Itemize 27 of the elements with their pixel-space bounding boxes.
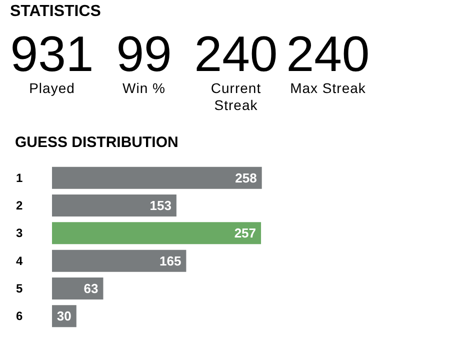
data-label: 240 — [193, 26, 279, 82]
data-label: 165 — [159, 253, 182, 268]
bar — [52, 194, 176, 216]
data-label: 63 — [84, 281, 98, 296]
category-label: Win % — [122, 80, 166, 97]
y-tick-label: 2 — [16, 198, 23, 212]
category-label: Max Streak — [289, 80, 367, 97]
data-label: 257 — [234, 226, 256, 241]
bar — [52, 166, 262, 189]
bar — [52, 222, 262, 244]
category-label: Played — [28, 80, 76, 97]
y-tick-label: 5 — [16, 282, 23, 296]
chart-title: GUESS DISTRIBUTION — [15, 134, 178, 151]
text: STATISTICS — [10, 3, 101, 21]
data-label: 258 — [235, 170, 257, 186]
y-tick-label: 3 — [16, 226, 23, 240]
bar — [52, 250, 186, 272]
category-label: Current Streak — [210, 80, 262, 114]
data-label: 99 — [115, 26, 173, 82]
data-label: 153 — [150, 198, 172, 213]
data-label: 30 — [56, 308, 72, 324]
y-tick-label: 1 — [16, 170, 23, 185]
y-tick-label: 6 — [16, 309, 23, 324]
data-label: 931 — [9, 26, 95, 82]
y-tick-label: 4 — [16, 254, 23, 268]
data-label: 240 — [285, 26, 371, 82]
bar — [52, 278, 104, 300]
